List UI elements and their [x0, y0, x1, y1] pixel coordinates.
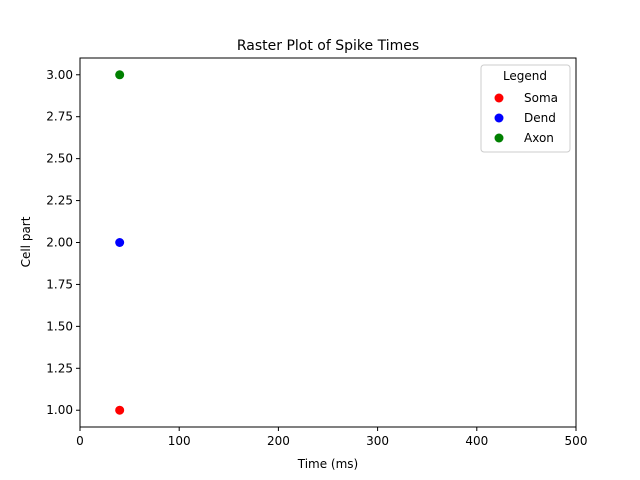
x-tick-label: 100 [168, 434, 191, 448]
x-tick-label: 200 [267, 434, 290, 448]
legend-label-dend: Dend [524, 111, 556, 125]
data-point-axon [115, 70, 125, 80]
x-tick-label: 0 [76, 434, 84, 448]
x-tick-label: 300 [366, 434, 389, 448]
x-tick-label: 500 [565, 434, 588, 448]
chart-title: Raster Plot of Spike Times [237, 38, 419, 54]
y-tick-label: 1.50 [46, 319, 73, 333]
legend-title: Legend [503, 69, 547, 83]
x-tick-label: 400 [465, 434, 488, 448]
legend: Legend Soma Dend Axon [480, 64, 571, 153]
y-tick-label: 1.00 [46, 403, 73, 417]
y-tick-label: 1.25 [46, 361, 73, 375]
y-tick-label: 2.50 [46, 152, 73, 166]
legend-label-axon: Axon [524, 131, 554, 145]
legend-marker-axon [494, 133, 504, 143]
y-tick-label: 2.25 [46, 194, 73, 208]
y-axis-label: Cell part [19, 216, 33, 267]
legend-box [480, 64, 571, 153]
y-tick-label: 1.75 [46, 277, 73, 291]
data-point-dend [115, 238, 125, 247]
y-tick-label: 2.75 [46, 110, 73, 124]
legend-label-soma: Soma [524, 91, 558, 105]
y-tick-label: 3.00 [46, 68, 73, 82]
y-axis-ticks: 1.00 1.25 1.50 1.75 2.00 2.25 2.50 2.75 3.00 [46, 68, 80, 417]
plot-frame [79, 57, 577, 428]
data-point-soma [115, 405, 125, 415]
legend-marker-soma [494, 93, 504, 103]
x-axis-label: Time (ms) [297, 457, 359, 471]
x-axis-ticks: 0 100 200 300 400 500 [76, 427, 587, 448]
y-tick-label: 2.00 [46, 236, 73, 250]
data-points [115, 70, 125, 415]
legend-items: Soma Dend Axon [494, 91, 558, 145]
legend-marker-dend [494, 113, 504, 123]
